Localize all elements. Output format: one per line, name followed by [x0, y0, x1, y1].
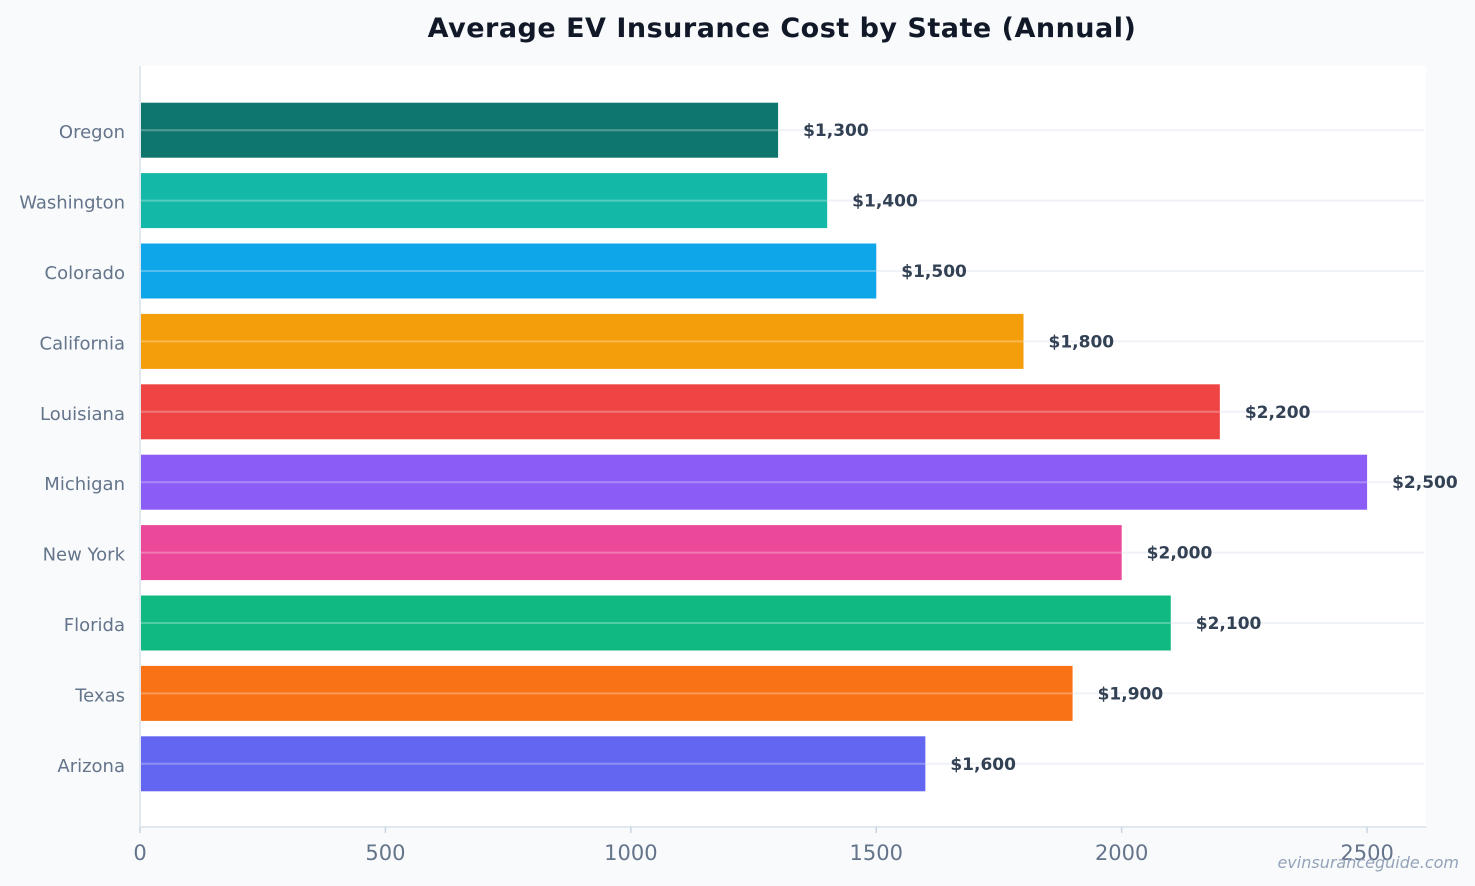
category-label: Louisiana	[40, 404, 125, 425]
category-label: Arizona	[57, 756, 125, 777]
value-label: $1,300	[803, 121, 869, 141]
value-label: $2,000	[1147, 544, 1213, 564]
value-label: $1,900	[1098, 684, 1164, 704]
value-label: $1,800	[1049, 332, 1115, 352]
category-label: New York	[43, 545, 126, 566]
watermark: evinsuranceguide.com	[1277, 853, 1459, 872]
bar-texas	[141, 665, 1073, 721]
category-label: Washington	[19, 193, 125, 214]
value-label: $2,100	[1196, 614, 1262, 634]
bar-california	[141, 313, 1024, 369]
bar-new-york	[141, 525, 1122, 581]
value-label: $1,600	[950, 755, 1016, 775]
bar-washington	[141, 173, 828, 229]
category-label: Colorado	[45, 263, 125, 284]
bar-florida	[141, 595, 1171, 651]
category-label: Oregon	[59, 122, 125, 143]
category-labels: Oregon Washington Colorado California Louisi…	[19, 122, 125, 777]
x-tick-label: 0	[133, 841, 146, 865]
value-label: $1,400	[852, 192, 918, 212]
category-label: Michigan	[44, 474, 125, 495]
category-label: Texas	[74, 685, 125, 706]
axes: 0 500 1000 1500 2000 2500	[133, 66, 1426, 865]
bar-louisiana	[141, 384, 1220, 440]
x-tick-label: 1500	[850, 841, 903, 865]
value-label: $2,500	[1392, 473, 1458, 493]
bar-oregon	[141, 102, 779, 158]
value-label: $2,200	[1245, 403, 1311, 423]
value-label: $1,500	[901, 262, 967, 282]
bar-arizona	[141, 736, 926, 792]
category-label: Florida	[64, 615, 125, 636]
value-labels: $1,300 $1,400 $1,500 $1,800 $2,200 $2,500 $2,0…	[803, 121, 1458, 775]
x-tick-label: 500	[365, 841, 405, 865]
chart-title: Average EV Insurance Cost by State (Annu…	[428, 13, 1137, 44]
bar-colorado	[141, 243, 877, 299]
x-tick-label: 2500	[1340, 841, 1393, 865]
x-tick-label: 1000	[604, 841, 657, 865]
category-label: California	[40, 333, 125, 354]
x-tick-label: 2000	[1095, 841, 1148, 865]
bar-michigan	[141, 454, 1368, 510]
bars	[141, 102, 1368, 792]
